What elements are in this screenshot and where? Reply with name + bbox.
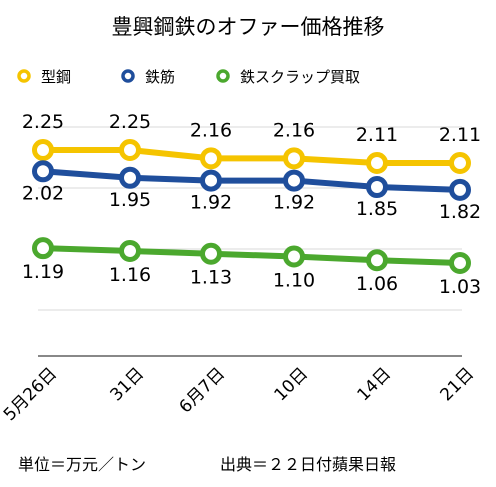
- data-label: 1.92: [273, 192, 315, 214]
- data-point: [283, 245, 305, 268]
- data-label: 1.06: [356, 273, 398, 295]
- data-label: 2.25: [22, 111, 64, 133]
- data-label: 1.85: [356, 198, 398, 220]
- data-point: [32, 237, 54, 260]
- data-label: 1.19: [22, 261, 64, 283]
- x-tick-label: 31日: [107, 364, 148, 405]
- data-label: 1.92: [190, 192, 232, 214]
- data-label: 2.02: [22, 182, 64, 204]
- legend-item: 鉄筋: [121, 68, 175, 86]
- data-label: 2.16: [273, 119, 315, 141]
- data-point: [32, 160, 54, 183]
- legend-item: 型鋼: [17, 68, 71, 86]
- legend-marker: [216, 69, 230, 83]
- data-point: [200, 169, 222, 192]
- x-tick-label: 10日: [271, 364, 312, 405]
- series-line: [42, 168, 461, 193]
- series-0: 2.25 2.25 2.16 2.16 2.11 2.11: [22, 111, 481, 174]
- data-label: 1.10: [273, 270, 315, 292]
- legend-label: 型鋼: [41, 68, 71, 86]
- data-point: [200, 242, 222, 265]
- series-2: 1.19 1.16 1.13 1.10 1.06 1.03: [22, 237, 481, 298]
- data-point: [283, 169, 305, 192]
- data-label: 1.95: [109, 189, 151, 211]
- data-label: 2.16: [190, 119, 232, 141]
- legend-marker: [17, 69, 31, 83]
- x-tick-label: 5月26日: [0, 364, 61, 425]
- data-point: [200, 147, 222, 170]
- data-point: [449, 178, 471, 201]
- data-label: 1.82: [439, 201, 481, 223]
- legend-label: 鉄スクラップ買取: [240, 68, 360, 86]
- data-label: 2.25: [109, 111, 151, 133]
- data-point: [449, 151, 471, 174]
- x-tick-label: 21日: [437, 364, 478, 405]
- data-point: [366, 151, 388, 174]
- data-point: [119, 239, 141, 262]
- legend-item: 鉄スクラップ買取: [216, 68, 360, 86]
- data-label: 2.11: [356, 124, 398, 146]
- data-label: 1.13: [190, 267, 232, 289]
- data-label: 1.03: [439, 276, 481, 298]
- data-point: [32, 139, 54, 161]
- x-axis: 5月26日 31日 6月7日 10日 14日 21日: [0, 364, 478, 425]
- series-1: 2.02 1.95 1.92 1.92 1.85 1.82: [22, 160, 481, 223]
- data-point: [119, 139, 141, 161]
- data-point: [366, 176, 388, 199]
- legend: 型鋼 鉄筋 鉄スクラップ買取: [17, 68, 360, 86]
- data-label: 2.11: [439, 124, 481, 146]
- data-point: [283, 147, 305, 170]
- legend-label: 鉄筋: [145, 68, 175, 86]
- series-layer: 2.25 2.25 2.16 2.16 2.11 2.11 2.02 1.95 1.92 1.92…: [22, 111, 481, 298]
- data-point: [449, 252, 471, 274]
- source-note: 出典＝２２日付蘋果日報: [220, 455, 396, 474]
- data-point: [119, 166, 141, 189]
- series-line: [42, 245, 461, 266]
- unit-note: 単位＝万元／トン: [18, 455, 146, 474]
- chart-title: 豊興鋼鉄のオファー価格推移: [112, 15, 385, 39]
- legend-marker: [121, 69, 135, 83]
- x-tick-label: 14日: [354, 364, 395, 405]
- data-point: [366, 249, 388, 272]
- x-tick-label: 6月7日: [176, 364, 229, 417]
- series-line: [43, 147, 460, 166]
- data-label: 1.16: [109, 264, 151, 286]
